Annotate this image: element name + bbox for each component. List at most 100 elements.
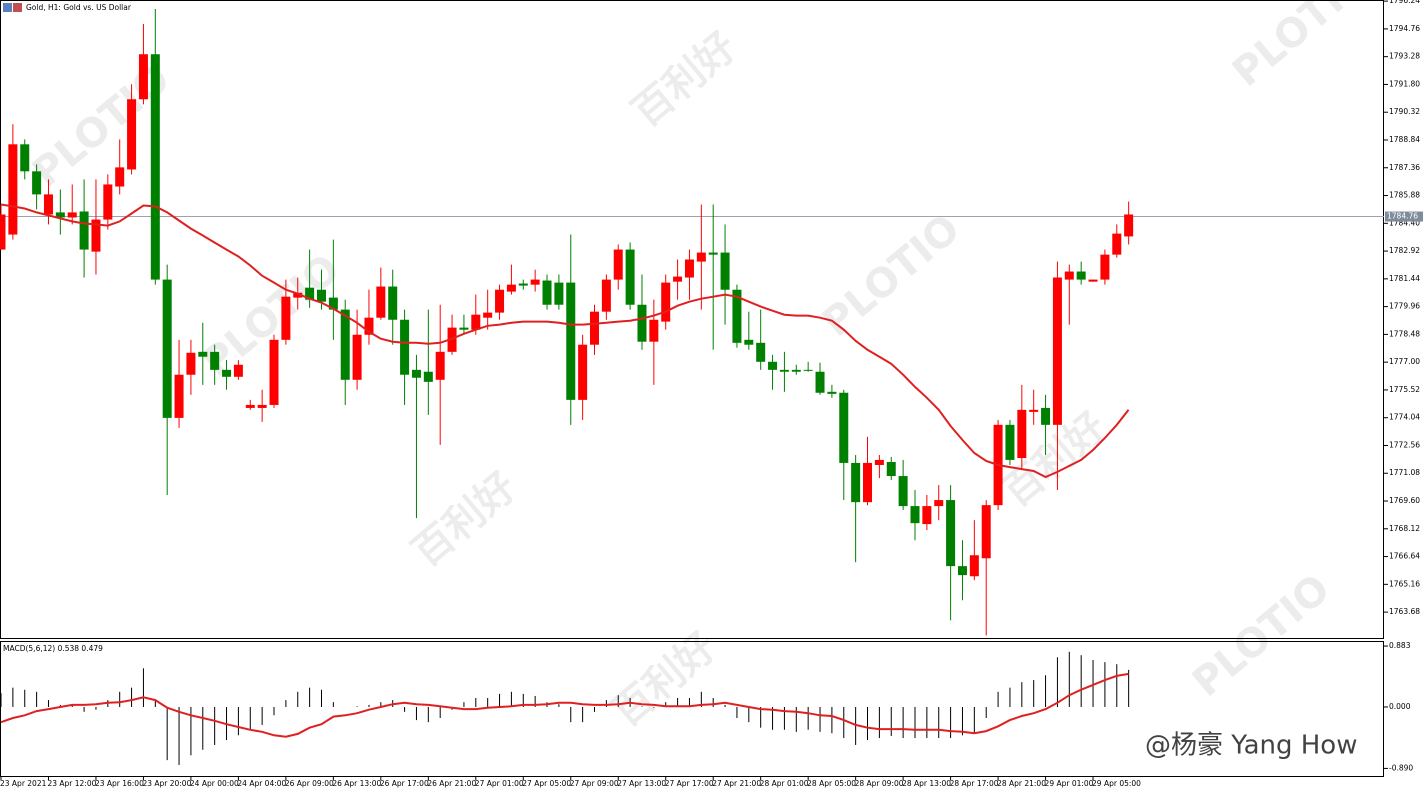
x-tick-label: 27 Apr 09:00 (570, 779, 619, 788)
candle-body (815, 371, 825, 393)
x-tick-label: 23 Apr 20:00 (142, 779, 191, 788)
candle-body (673, 276, 683, 282)
candle-body (934, 500, 944, 507)
candle-body (518, 283, 528, 286)
candle-body (886, 461, 896, 477)
y-tick-label: 1784.40 (1389, 218, 1420, 227)
candle-body (138, 54, 148, 100)
x-tick-label: 29 Apr 01:00 (1045, 779, 1094, 788)
candle-body (1005, 424, 1015, 460)
candle-body (1124, 214, 1134, 237)
y-tick-label: 1782.92 (1389, 246, 1420, 255)
candle-body (744, 339, 754, 345)
candle-body (305, 287, 315, 300)
candle-body (293, 292, 303, 298)
candle-body (874, 459, 884, 465)
y-tick-label: 1777.00 (1389, 357, 1420, 366)
candle-body (222, 369, 232, 377)
candle-body (803, 369, 813, 371)
candle-body (542, 280, 552, 305)
candle-body (150, 54, 160, 280)
candle-body (839, 392, 849, 463)
candle-body (316, 289, 326, 302)
candle-body (590, 311, 599, 345)
candle-body (1088, 279, 1098, 282)
candle-body (649, 319, 659, 342)
y-tick-label: 1778.48 (1389, 329, 1420, 338)
candle-body (103, 184, 113, 220)
x-tick-label: 27 Apr 17:00 (665, 779, 714, 788)
y-tick-label: 0.883 (1389, 641, 1411, 650)
candle-body (1100, 254, 1110, 280)
candle-body (827, 391, 837, 394)
candle-body (696, 252, 706, 262)
macd-panel-frame (0, 641, 1384, 777)
current-price-label: 1784.76 (1387, 212, 1418, 221)
candle-body (768, 361, 778, 370)
candle-body (459, 327, 469, 330)
x-tick-label: 28 Apr 09:00 (855, 779, 904, 788)
candle-body (376, 286, 386, 318)
candle-body (0, 214, 6, 250)
candle-body (554, 282, 564, 305)
candle-body (43, 194, 53, 215)
x-tick-label: 26 Apr 13:00 (332, 779, 381, 788)
candle-body (779, 369, 789, 372)
candle-body (922, 506, 932, 525)
candle-body (281, 296, 291, 340)
candle-body (910, 506, 920, 524)
candle-body (174, 374, 184, 418)
symbol-icon (3, 3, 12, 12)
candle-body (756, 342, 766, 362)
candle-body (411, 369, 421, 378)
candle-body (471, 314, 481, 330)
y-tick-label: 1790.32 (1389, 107, 1420, 116)
x-tick-label: 28 Apr 05:00 (807, 779, 856, 788)
x-tick-label: 26 Apr 17:00 (380, 779, 429, 788)
candle-body (186, 352, 196, 375)
candle-body (127, 99, 137, 170)
candle-body (720, 252, 730, 290)
x-tick-label: 23 Apr 2021 (0, 779, 47, 788)
candle-body (20, 144, 30, 172)
candle-body (245, 404, 255, 408)
x-tick-label: 23 Apr 12:00 (47, 779, 96, 788)
y-tick-label: -0.890 (1389, 763, 1413, 772)
candle-body (1064, 271, 1074, 280)
indicator-title: MACD(5,6,12) 0.538 0.479 (3, 644, 103, 653)
candle-body (946, 500, 956, 567)
candle-body (8, 144, 18, 235)
candle-body (578, 344, 588, 400)
candle-body (1112, 233, 1122, 255)
candle-body (269, 339, 279, 405)
candle-body (625, 249, 635, 305)
candle-body (483, 312, 493, 318)
candle-body (340, 309, 350, 380)
x-tick-label: 28 Apr 17:00 (950, 779, 999, 788)
candle-body (67, 212, 77, 218)
candle-body (364, 317, 374, 335)
candle-body (423, 371, 433, 382)
y-tick-label: 1794.76 (1389, 24, 1420, 33)
candle-body (1076, 271, 1086, 280)
x-tick-label: 27 Apr 01:00 (475, 779, 524, 788)
candle-body (162, 279, 172, 418)
signal-line (0, 672, 1129, 738)
y-tick-label: 0.000 (1389, 702, 1411, 711)
candle-body (684, 259, 694, 278)
candle-body (791, 369, 801, 372)
candle-body (115, 167, 125, 187)
candle-body (435, 351, 445, 380)
y-tick-label: 1779.96 (1389, 302, 1420, 311)
candle-body (661, 282, 671, 322)
y-tick-label: 1772.56 (1389, 440, 1420, 449)
x-tick-label: 28 Apr 13:00 (902, 779, 951, 788)
y-tick-label: 1775.52 (1389, 385, 1420, 394)
candle-body (637, 304, 647, 342)
current-price-box (1385, 211, 1423, 222)
y-tick-label: 1787.36 (1389, 163, 1420, 172)
y-tick-label: 1774.04 (1389, 413, 1420, 422)
x-tick-label: 27 Apr 05:00 (522, 779, 571, 788)
candle-body (613, 249, 623, 280)
x-tick-label: 27 Apr 13:00 (617, 779, 666, 788)
